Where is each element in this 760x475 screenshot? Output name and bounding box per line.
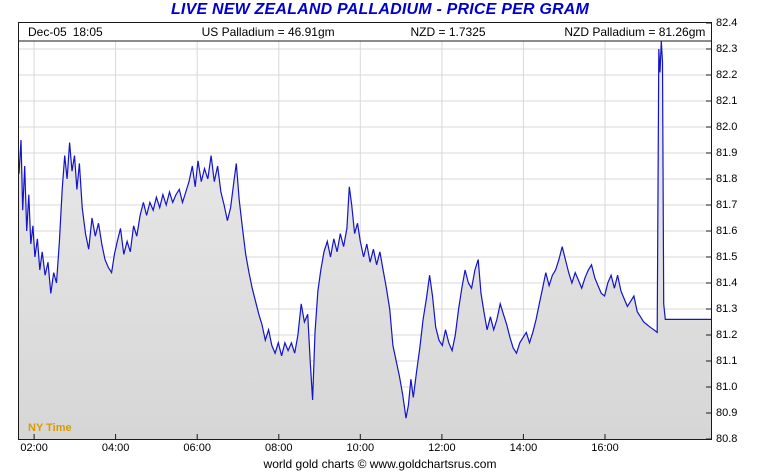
y-tick-label: 81.1 xyxy=(716,355,738,367)
y-tick-label: 82.1 xyxy=(716,95,738,107)
y-tick-label: 81.3 xyxy=(716,303,738,315)
x-tick-label: 02:00 xyxy=(20,442,48,454)
header-datetime: Dec-05 18:05 xyxy=(28,25,109,39)
y-tick-label: 81.8 xyxy=(716,173,738,185)
y-tick-label: 80.9 xyxy=(716,407,738,419)
y-tick-label: 82.3 xyxy=(716,43,738,55)
x-tick-label: 10:00 xyxy=(346,442,375,454)
ny-time-label: NY Time xyxy=(28,422,72,434)
chart-frame: Dec-05 18:05 US Palladium = 46.91gm NZD =… xyxy=(18,22,712,440)
x-tick-label: 16:00 xyxy=(591,442,619,454)
y-axis-labels: 80.8 80.9 81.0 81.1 81.2 81.3 81.4 81.5 81.6 81.7… xyxy=(716,17,758,445)
y-tick-label: 81.9 xyxy=(716,147,738,159)
y-tick-label: 81.7 xyxy=(716,199,738,211)
x-tick-label: 12:00 xyxy=(428,442,456,454)
y-tick-label: 81.2 xyxy=(716,329,738,341)
y-tick-label: 82.4 xyxy=(716,17,738,29)
y-tick-label: 81.4 xyxy=(716,277,738,289)
chart-header: Dec-05 18:05 US Palladium = 46.91gm NZD =… xyxy=(19,23,711,41)
y-tick-label: 82.0 xyxy=(716,121,738,133)
header-nzd-palladium: NZD Palladium = 81.26gm xyxy=(564,25,706,39)
page-title: LIVE NEW ZEALAND PALLADIUM - PRICE PER G… xyxy=(170,1,590,18)
y-tick-label: 80.8 xyxy=(716,433,738,445)
y-tick-label: 81.5 xyxy=(716,251,738,263)
y-tick-label: 82.2 xyxy=(716,69,738,81)
x-tick-label: 06:00 xyxy=(183,442,211,454)
x-tick-label: 14:00 xyxy=(509,442,538,454)
y-tick-label: 81.0 xyxy=(716,381,738,393)
x-axis-labels: 02:00 04:00 06:00 08:00 10:00 12:00 14:00 16:00 xyxy=(19,442,711,456)
x-tick-label: 08:00 xyxy=(264,442,293,454)
y-tick-label: 81.6 xyxy=(716,225,738,237)
header-time: 18:05 xyxy=(72,25,103,39)
header-nzd-rate: NZD = 1.7325 xyxy=(410,25,486,39)
x-tick-label: 04:00 xyxy=(101,442,130,454)
header-date: Dec-05 xyxy=(28,25,67,39)
header-us-palladium: US Palladium = 46.91gm xyxy=(201,25,335,39)
price-area-chart xyxy=(19,23,711,439)
footer-credit: world gold charts © www.goldchartsrus.co… xyxy=(263,457,497,471)
